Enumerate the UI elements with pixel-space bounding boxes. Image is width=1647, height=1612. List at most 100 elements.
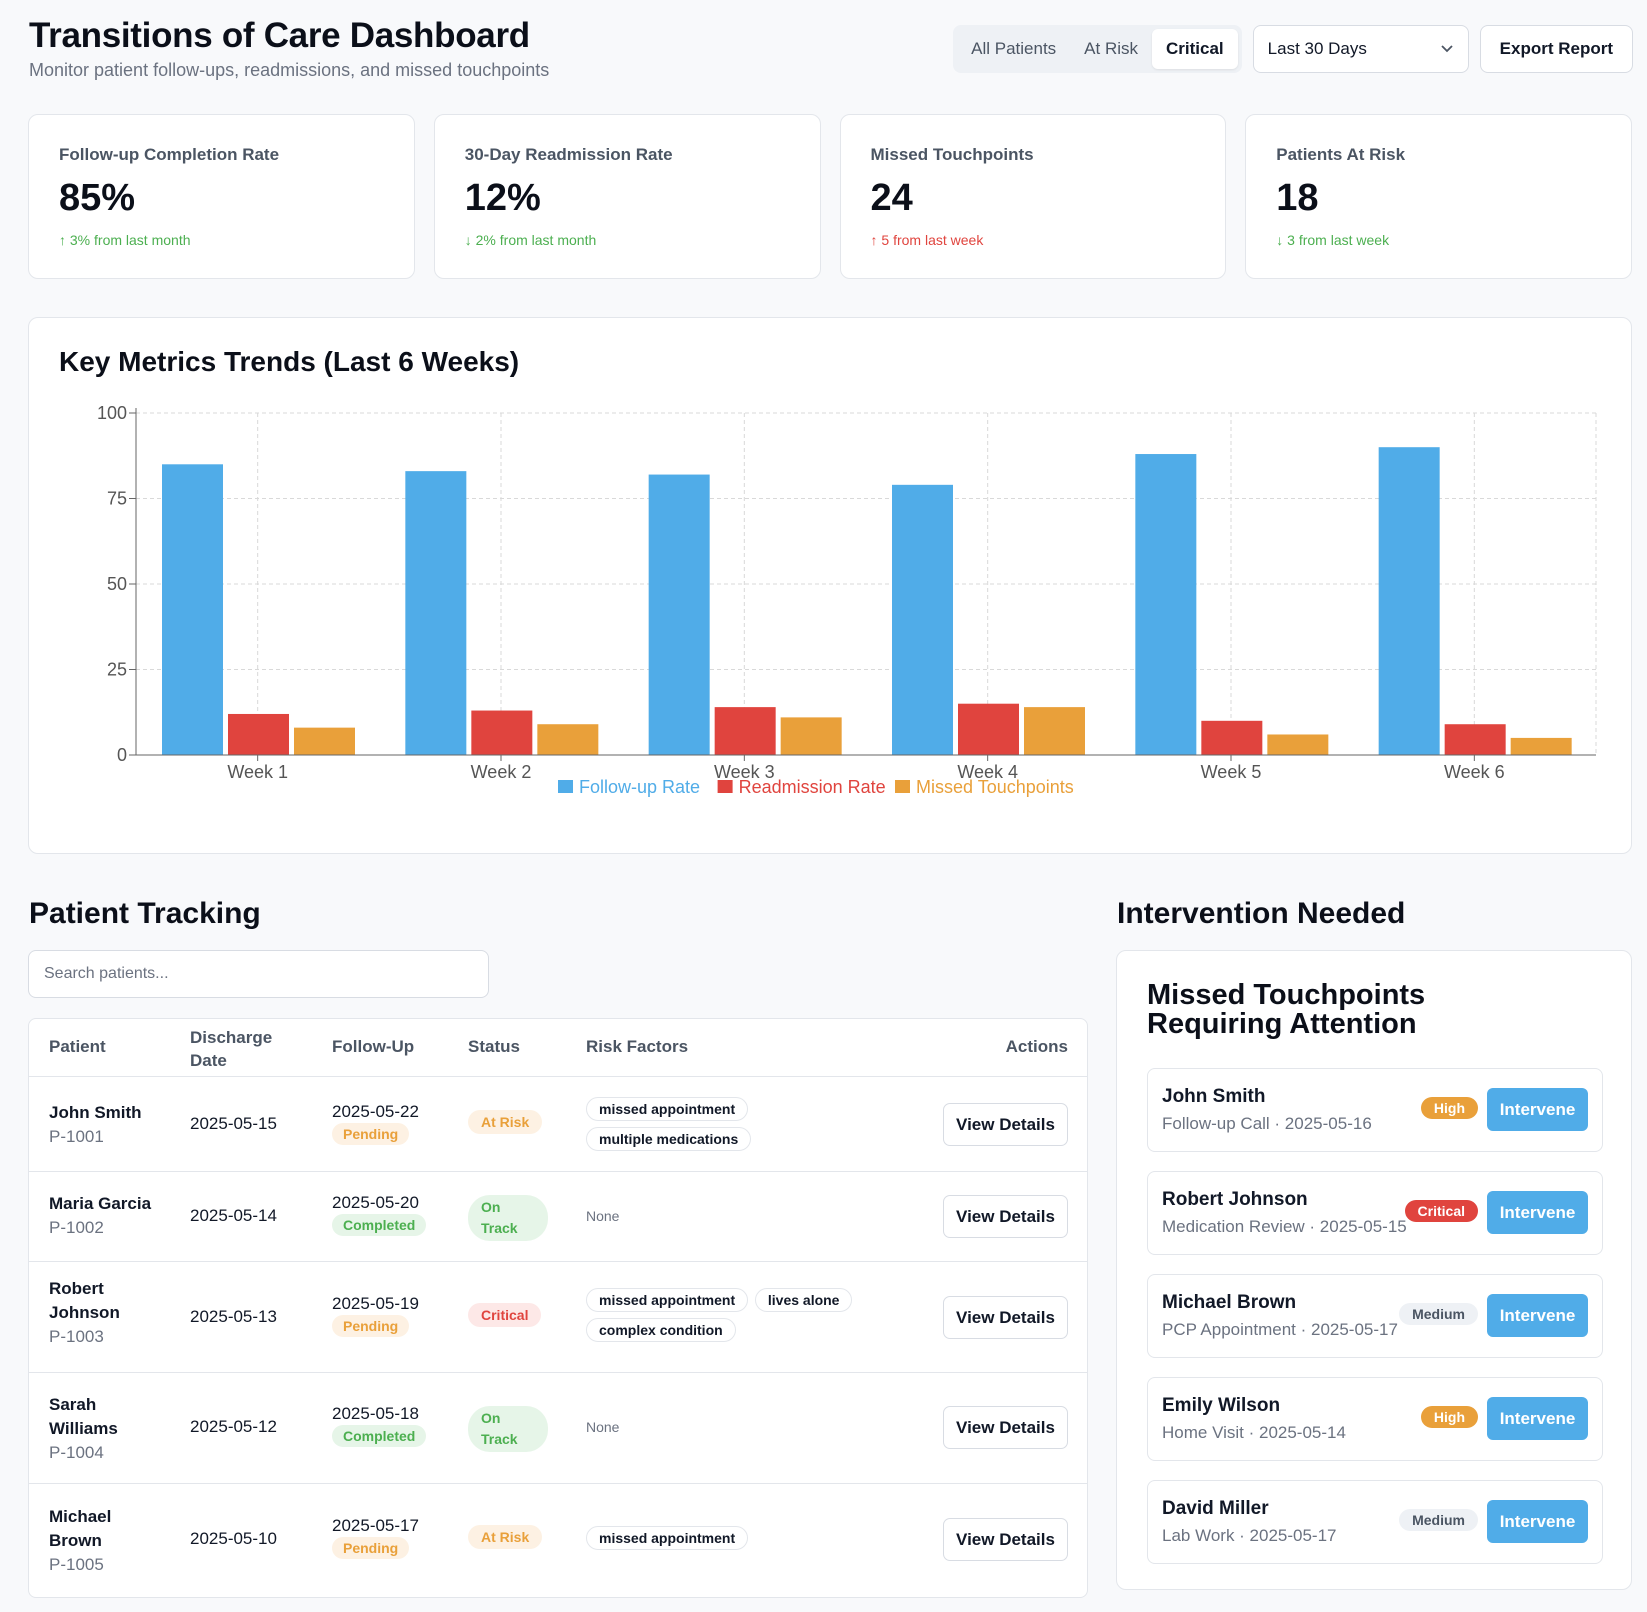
kpi-delta: ↓ 2% from last month <box>464 232 597 248</box>
status-badge: At Risk <box>468 1525 543 1549</box>
patient-id: P-1002 <box>49 1218 104 1237</box>
follow-up-date: 2025-05-20 <box>332 1193 419 1212</box>
trends-bar-chart: 0 25 50 75 100 Week 1 Week 2 Week 3 Week 4 Week 5… <box>97 403 1597 797</box>
trends-chart-panel: Key Metrics Trends (Last 6 Weeks) 0 25 50 7… <box>28 317 1632 854</box>
bar <box>1201 720 1263 755</box>
view-details-button[interactable]: View Details <box>943 1406 1068 1449</box>
bar <box>1267 734 1329 755</box>
bar <box>1444 724 1506 755</box>
intervene-button[interactable]: Intervene <box>1487 1088 1588 1131</box>
intervention-item: John Smith Follow-up Call · 2025-05-16 H… <box>1147 1068 1603 1152</box>
patient-name: Sarah Williams <box>49 1395 118 1438</box>
priority-badge: High <box>1420 1097 1478 1119</box>
patient-id: P-1004 <box>49 1443 104 1462</box>
discharge-date: 2025-05-12 <box>190 1417 277 1436</box>
intervene-button[interactable]: Intervene <box>1487 1397 1588 1440</box>
bar <box>162 464 223 755</box>
view-details-button[interactable]: View Details <box>943 1195 1068 1238</box>
intervention-patient-name: John Smith <box>1162 1086 1266 1107</box>
follow-up-status-badge: Completed <box>332 1425 427 1447</box>
intervene-button[interactable]: Intervene <box>1487 1294 1588 1337</box>
y-tick-label: 75 <box>107 489 127 509</box>
legend-label: Follow-up Rate <box>579 777 700 797</box>
status-badge: Critical <box>468 1303 542 1327</box>
discharge-date: 2025-05-13 <box>190 1307 277 1326</box>
bar <box>1024 707 1085 755</box>
bar <box>228 713 289 755</box>
bar <box>294 727 355 755</box>
y-tick-label: 100 <box>97 403 127 423</box>
x-tick-label: Week 2 <box>471 762 532 782</box>
kpi-label: Missed Touchpoints <box>870 145 1034 164</box>
intervention-meta: Lab Work · 2025-05-17 <box>1162 1526 1337 1545</box>
intervention-patient-name: David Miller <box>1162 1498 1269 1519</box>
x-tick-label: Week 1 <box>227 762 288 782</box>
intervention-meta: Follow-up Call · 2025-05-16 <box>1162 1114 1372 1133</box>
patient-name: Robert Johnson <box>49 1279 120 1322</box>
patient-id: P-1001 <box>49 1127 104 1146</box>
intervention-title: Intervention Needed <box>1117 897 1406 930</box>
segment-at-risk[interactable]: At Risk <box>1084 39 1139 58</box>
period-select[interactable]: Last 30 Days <box>1252 25 1469 73</box>
patient-id: P-1003 <box>49 1327 104 1346</box>
bar <box>648 474 710 755</box>
col-risk-factors: Risk Factors <box>586 1037 689 1056</box>
intervention-meta: Home Visit · 2025-05-14 <box>1162 1423 1346 1442</box>
intervention-meta: PCP Appointment · 2025-05-17 <box>1162 1320 1398 1339</box>
table-header: Patient Discharge Date Follow-Up Status … <box>29 1019 1087 1077</box>
bar <box>471 710 533 755</box>
kpi-value: 12% <box>464 177 541 219</box>
table-row: Maria Garcia P-1002 2025-05-14 2025-05-2… <box>29 1172 1087 1262</box>
kpi-value: 18 <box>1276 177 1319 219</box>
legend-swatch <box>895 780 910 793</box>
intervention-item: Emily Wilson Home Visit · 2025-05-14 Hig… <box>1147 1377 1603 1461</box>
kpi-value: 24 <box>870 177 913 219</box>
x-tick-label: Week 4 <box>957 762 1018 782</box>
kpi-card: Follow-up Completion Rate 85% ↑ 3% from … <box>28 114 415 279</box>
intervention-item: David Miller Lab Work · 2025-05-17 Mediu… <box>1147 1480 1603 1564</box>
bar <box>405 471 467 755</box>
kpi-delta: ↑ 5 from last week <box>870 232 984 248</box>
search-input[interactable] <box>28 950 489 998</box>
table-row: Michael Brown P-1005 2025-05-10 2025-05-… <box>29 1484 1087 1597</box>
view-details-button[interactable]: View Details <box>943 1518 1068 1561</box>
risk-factor-tag: missed appointment <box>586 1288 749 1312</box>
segment-all-patients[interactable]: All Patients <box>971 39 1057 58</box>
kpi-delta: ↑ 3% from last month <box>59 232 191 248</box>
export-report-button[interactable]: Export Report <box>1479 25 1633 73</box>
follow-up-status-badge: Pending <box>332 1123 410 1145</box>
view-details-button[interactable]: View Details <box>943 1296 1068 1339</box>
period-select-value: Last 30 Days <box>1267 39 1367 58</box>
col-patient: Patient <box>49 1037 106 1056</box>
col-status: Status <box>468 1037 520 1056</box>
follow-up-date: 2025-05-18 <box>332 1404 419 1423</box>
table-row: Sarah Williams P-1004 2025-05-12 2025-05… <box>29 1373 1087 1484</box>
view-details-button[interactable]: View Details <box>943 1103 1068 1146</box>
kpi-cards: Follow-up Completion Rate 85% ↑ 3% from … <box>28 114 1632 279</box>
follow-up-date: 2025-05-22 <box>332 1102 419 1121</box>
discharge-date: 2025-05-10 <box>190 1529 277 1548</box>
bar <box>1135 454 1197 755</box>
intervention-patient-name: Emily Wilson <box>1162 1395 1281 1416</box>
intervention-meta: Medication Review · 2025-05-15 <box>1162 1217 1407 1236</box>
intervention-item: Robert Johnson Medication Review · 2025-… <box>1147 1171 1603 1255</box>
kpi-value: 85% <box>59 177 136 219</box>
chart-title: Key Metrics Trends (Last 6 Weeks) <box>59 346 520 377</box>
patient-name: John Smith <box>49 1103 142 1122</box>
intervene-button[interactable]: Intervene <box>1487 1500 1588 1543</box>
legend-swatch <box>558 780 573 793</box>
y-tick-label: 50 <box>107 574 127 594</box>
patient-name: Michael Brown <box>49 1507 112 1550</box>
y-tick-label: 25 <box>107 660 127 680</box>
patient-filter-segment: All Patients At Risk Critical <box>953 25 1242 73</box>
kpi-label: 30-Day Readmission Rate <box>464 145 673 164</box>
filter-bar: All Patients At Risk Critical Last 30 Da… <box>953 25 1633 73</box>
follow-up-date: 2025-05-19 <box>332 1294 419 1313</box>
kpi-delta: ↓ 3 from last week <box>1276 232 1390 248</box>
status-badge: On Track <box>468 1195 548 1241</box>
risk-factor-tag: missed appointment <box>586 1526 749 1550</box>
segment-critical[interactable]: Critical <box>1152 29 1238 69</box>
discharge-date: 2025-05-14 <box>190 1206 277 1225</box>
follow-up-status-badge: Pending <box>332 1315 410 1337</box>
intervene-button[interactable]: Intervene <box>1487 1191 1588 1234</box>
